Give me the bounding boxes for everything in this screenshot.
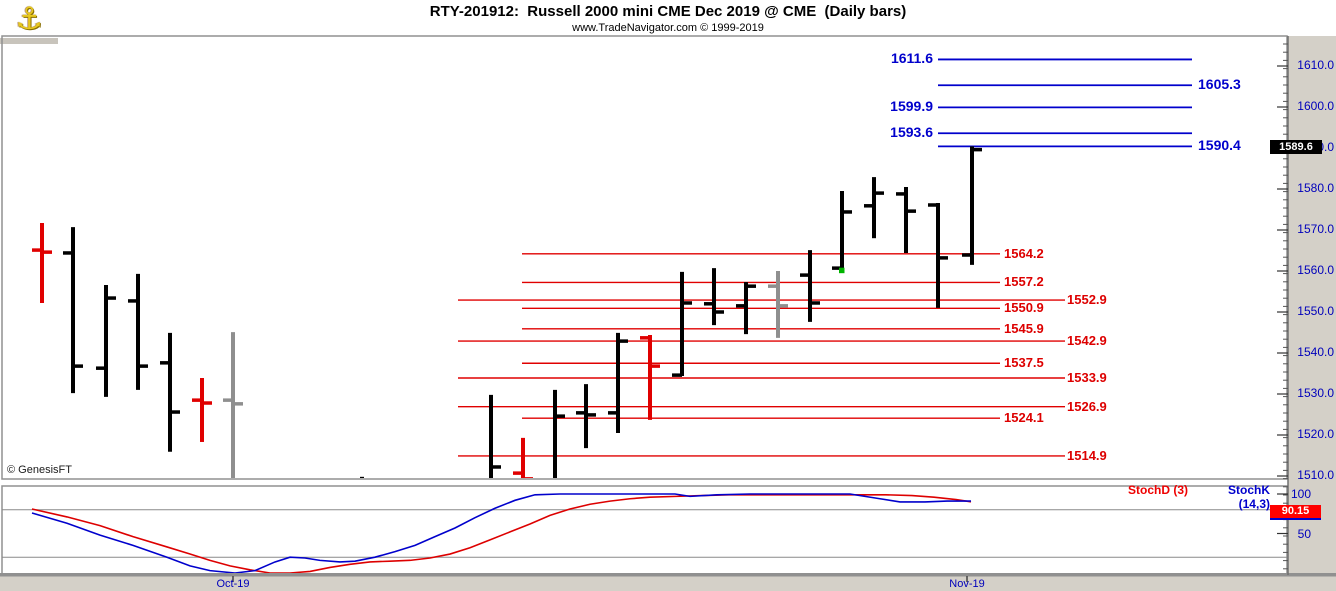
date-axis-label: Nov-19 bbox=[949, 578, 985, 590]
last-price-badge: 1589.6 bbox=[1270, 140, 1322, 154]
date-axis-strip bbox=[0, 576, 1336, 591]
price-axis-label: 1570.0 bbox=[1297, 222, 1334, 236]
sextant-icon: ⚓ bbox=[15, 1, 43, 36]
green-dot-marker bbox=[839, 267, 845, 274]
stoch-curves bbox=[31, 493, 972, 573]
support-level-label: 1526.9 bbox=[1067, 398, 1107, 414]
price-axis-strip bbox=[1288, 36, 1336, 591]
stochd-legend-label: StochD (3) bbox=[1128, 483, 1188, 497]
chart-title: RTY-201912: Russell 2000 mini CME Dec 20… bbox=[429, 3, 907, 20]
support-level-label: 1550.9 bbox=[1004, 300, 1044, 316]
resistance-level-label: 1611.6 bbox=[890, 50, 933, 67]
support-level-label: 1524.1 bbox=[1004, 410, 1044, 426]
price-axis-label: 1550.0 bbox=[1297, 304, 1334, 318]
price-axis-label: 1540.0 bbox=[1297, 345, 1334, 359]
stoch-axis-label: 50 bbox=[1297, 526, 1311, 541]
resistance-level-label: 1590.4 bbox=[1198, 137, 1241, 154]
support-level-label: 1542.9 bbox=[1067, 333, 1107, 349]
price-axis-label: 1560.0 bbox=[1297, 263, 1334, 277]
price-axis-label: 1530.0 bbox=[1297, 386, 1334, 400]
stochk-legend-label: StochK (14,3) bbox=[1228, 483, 1270, 511]
resistance-level-label: 1593.6 bbox=[890, 124, 933, 141]
stoch-axis-label: 100 bbox=[1290, 487, 1311, 501]
logo-base-bar bbox=[0, 38, 58, 44]
support-level-label: 1537.5 bbox=[1004, 355, 1044, 371]
stochk-curve bbox=[31, 493, 971, 573]
support-level-label: 1557.2 bbox=[1004, 274, 1044, 290]
price-axis-label: 1610.0 bbox=[1297, 58, 1334, 72]
stoch-panel-border bbox=[1, 485, 1288, 575]
price-axis-label: 1520.0 bbox=[1297, 427, 1334, 441]
genesis-watermark: © GenesisFT bbox=[7, 464, 72, 476]
chart-subtitle: www.TradeNavigator.com © 1999-2019 bbox=[572, 22, 764, 34]
support-level-label: 1533.9 bbox=[1067, 370, 1107, 385]
support-level-label: 1545.9 bbox=[1004, 320, 1044, 336]
stochd-curve bbox=[31, 493, 972, 573]
price-axis-label: 1600.0 bbox=[1297, 99, 1334, 113]
bottom-border bbox=[0, 573, 1336, 577]
price-axis-label: 1580.0 bbox=[1297, 181, 1334, 195]
price-bars bbox=[32, 146, 982, 478]
resistance-level-label: 1605.3 bbox=[1198, 76, 1241, 93]
stoch-value-badge: 90.15 bbox=[1270, 505, 1321, 520]
price-axis-label: 1510.0 bbox=[1297, 468, 1334, 482]
support-level-label: 1514.9 bbox=[1067, 447, 1107, 463]
support-level-label: 1552.9 bbox=[1067, 292, 1107, 308]
date-axis-label: Oct-19 bbox=[216, 578, 250, 590]
support-level-label: 1564.2 bbox=[1004, 245, 1044, 261]
resistance-level-label: 1599.9 bbox=[890, 98, 933, 115]
